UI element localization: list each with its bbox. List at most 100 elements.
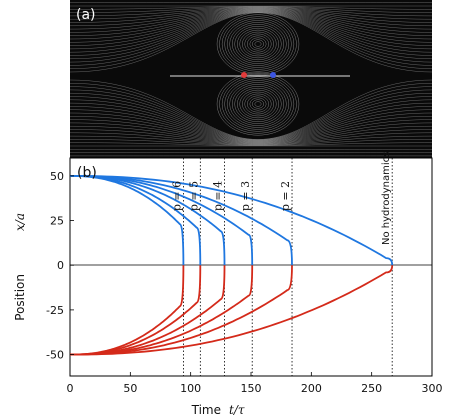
trajectory-curves xyxy=(70,175,394,356)
vortex-streamline xyxy=(236,87,280,121)
streamline xyxy=(69,79,433,140)
vortex-streamline xyxy=(244,33,272,55)
streamline xyxy=(69,132,433,145)
vortex-streamline xyxy=(242,31,274,57)
streamlines xyxy=(69,2,433,157)
streamline xyxy=(69,10,433,53)
x-axis-math: t/τ xyxy=(229,403,245,417)
x-tick-label: 150 xyxy=(241,382,262,395)
streamline xyxy=(69,11,433,66)
streamline xyxy=(69,129,433,145)
streamline xyxy=(69,11,433,60)
panel-b: 0 50 100 150 200 250 300 -50 -25 0 25 50 p = 6 p = … xyxy=(13,152,443,417)
vortex-streamline xyxy=(247,95,269,113)
streamline xyxy=(69,7,433,27)
streamline xyxy=(69,125,433,145)
vortex-streamline xyxy=(242,91,274,117)
vortex-streamline xyxy=(239,89,277,119)
vortex-streamline xyxy=(244,93,272,115)
vortex-streamline xyxy=(229,22,287,66)
x-axis-label: Time xyxy=(191,403,221,417)
vortex-streamline xyxy=(216,72,300,136)
vortex-streamline xyxy=(252,39,264,49)
streamline xyxy=(69,135,433,146)
streamline xyxy=(69,9,433,40)
streamline xyxy=(69,139,433,146)
series-label: p = 6 xyxy=(170,181,183,211)
vortex-streamline xyxy=(224,18,292,70)
blue-particle xyxy=(270,72,276,78)
streamline xyxy=(69,116,433,144)
y-tick-label: 25 xyxy=(50,215,64,228)
x-tick-label: 100 xyxy=(180,382,201,395)
vortex-streamline xyxy=(224,78,292,130)
vortex-streamline xyxy=(249,37,267,51)
vortex-streamline xyxy=(249,97,267,111)
series-label: p = 5 xyxy=(187,181,200,211)
x-tick-label: 0 xyxy=(67,382,74,395)
streamline xyxy=(69,7,433,23)
streamline xyxy=(69,6,433,17)
y-tick-label: 50 xyxy=(50,170,64,183)
vortex-streamline xyxy=(231,24,285,64)
vortex-streamline xyxy=(247,35,269,53)
upper-trajectory xyxy=(70,175,394,266)
vortex-streamline xyxy=(231,84,285,124)
plot-frame xyxy=(69,157,433,377)
vortex-streamline xyxy=(254,101,262,107)
x-tick-label: 200 xyxy=(301,382,322,395)
vortex-streamline xyxy=(236,27,280,61)
vortex-streamline xyxy=(234,25,282,63)
streamline xyxy=(69,96,433,142)
streamline xyxy=(69,10,433,56)
streamline xyxy=(69,6,433,10)
streamline xyxy=(69,119,433,144)
p-labels: p = 6 p = 5 p = 4 p = 3 p = 2 No hydrodynamic… xyxy=(170,152,392,245)
red-particle xyxy=(241,72,247,78)
vortex-streamline xyxy=(221,16,295,72)
vortex-streamline xyxy=(252,99,264,109)
streamline xyxy=(69,11,433,63)
series-label: No hydrodynamics xyxy=(381,152,392,245)
streamline xyxy=(69,99,433,142)
streamline xyxy=(69,92,433,141)
y-tick-label: -50 xyxy=(46,349,64,362)
x-tick-label: 50 xyxy=(123,382,137,395)
series-label: p = 4 xyxy=(211,181,224,211)
y-tick-label: -25 xyxy=(46,304,64,317)
streamline xyxy=(69,89,433,141)
streamline xyxy=(69,12,433,69)
vortex-streamline xyxy=(219,14,297,74)
x-tick-label: 250 xyxy=(361,382,382,395)
streamline xyxy=(69,83,433,140)
streamline xyxy=(69,122,433,144)
y-axis-label: Position xyxy=(13,274,27,321)
streamline xyxy=(69,9,433,43)
x-tick-label: 300 xyxy=(422,382,443,395)
y-axis-ticks: -50 -25 0 25 50 xyxy=(46,170,74,362)
streamline xyxy=(69,8,433,36)
vortex-streamline xyxy=(221,76,295,132)
streamline xyxy=(69,142,433,146)
streamline xyxy=(69,10,433,50)
y-axis-math: x/a xyxy=(13,213,27,231)
vortex-streamline xyxy=(219,74,297,134)
x-axis-ticks: 0 50 100 150 200 250 300 xyxy=(67,372,443,395)
series-label: p = 3 xyxy=(239,181,252,211)
streamline xyxy=(69,109,433,143)
streamline xyxy=(69,102,433,142)
vortex-streamline xyxy=(234,85,282,123)
vortex-streamline xyxy=(254,41,262,47)
panel-a: (a) xyxy=(69,0,433,158)
streamline xyxy=(69,112,433,143)
panel-b-label: (b) xyxy=(77,165,97,181)
streamline xyxy=(69,6,433,13)
streamline xyxy=(69,86,433,141)
panel-a-label: (a) xyxy=(76,7,96,23)
streamline xyxy=(69,8,433,33)
vortex-streamline xyxy=(226,20,290,68)
streamline xyxy=(69,9,433,46)
streamline xyxy=(69,8,433,30)
streamline xyxy=(69,106,433,143)
